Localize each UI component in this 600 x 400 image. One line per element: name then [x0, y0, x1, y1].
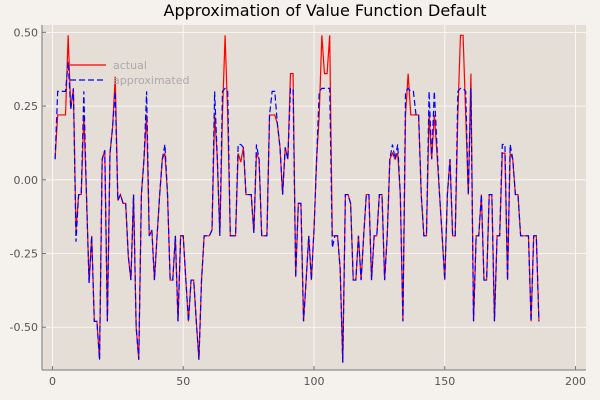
x-axis-ticks: 0 50 100 150 200: [49, 366, 586, 388]
x-tick-label: 0: [49, 375, 56, 388]
y-tick-label: 0.25: [14, 100, 39, 113]
legend: actual approximated: [70, 59, 189, 87]
y-tick-label: -0.50: [10, 321, 38, 334]
series-layer: [54, 34, 540, 363]
x-tick-label: 200: [565, 375, 586, 388]
legend-label-actual: actual: [113, 59, 147, 72]
y-tick-label: 0.00: [14, 174, 39, 187]
y-tick-label: -0.25: [10, 248, 38, 261]
y-tick-label: 0.50: [14, 26, 39, 39]
y-axis-ticks: -0.50 -0.25 0.00 0.25 0.50: [10, 26, 46, 334]
x-tick-label: 50: [176, 375, 190, 388]
x-tick-label: 150: [434, 375, 455, 388]
chart-title: Approximation of Value Function Default: [164, 1, 487, 20]
x-tick-label: 100: [304, 375, 325, 388]
grid: [42, 25, 586, 370]
legend-label-approximated: approximated: [113, 74, 189, 87]
series-line-approximated: [54, 61, 540, 363]
